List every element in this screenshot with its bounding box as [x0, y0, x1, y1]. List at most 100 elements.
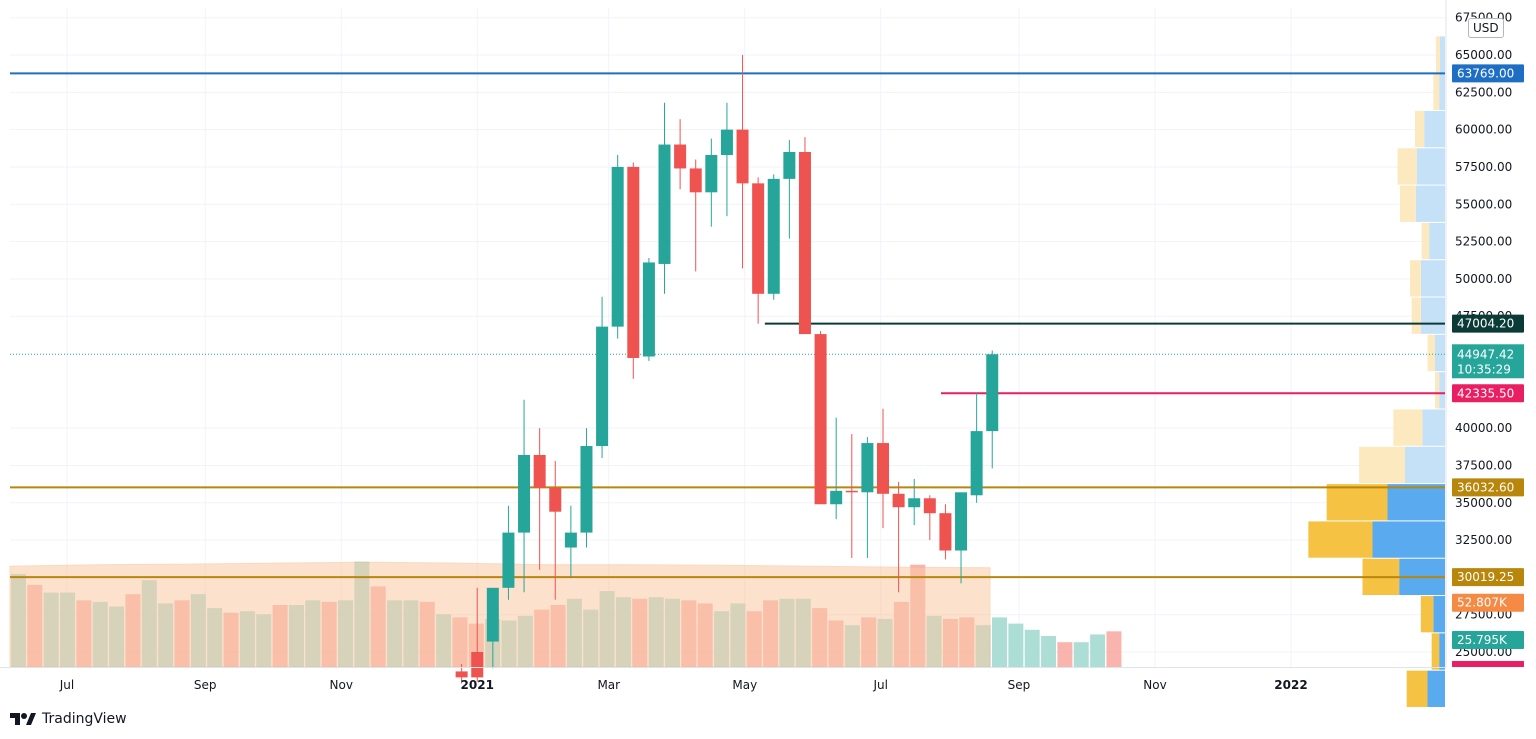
candle: [518, 399, 531, 593]
volume-tag-text: 52.807K: [1457, 596, 1508, 610]
candle: [736, 55, 749, 269]
level-tag-text: 30019.25: [1457, 570, 1514, 584]
level-tag: 47004.20: [1452, 314, 1524, 333]
candle-body: [611, 166, 624, 327]
candle-body: [549, 487, 562, 512]
candle: [752, 177, 765, 324]
volume-tag: 52.807K: [1452, 593, 1524, 612]
profile-bar-up: [1421, 222, 1430, 260]
profile-bar-up: [1433, 73, 1440, 110]
last-price-countdown: 10:35:29: [1457, 362, 1511, 376]
candle-body: [720, 129, 733, 155]
profile-bar-up: [1435, 36, 1440, 73]
profile-bar-down: [1387, 484, 1445, 521]
level-tag-text: 47004.20: [1457, 317, 1514, 331]
y-tick-label: 50000.00: [1455, 272, 1512, 286]
volume-bar: [1024, 629, 1040, 667]
candle-body: [627, 166, 640, 358]
profile-bar-down: [1433, 596, 1445, 633]
profile-bar-down: [1440, 36, 1445, 73]
candle-body: [955, 492, 968, 551]
y-tick-label: 60000.00: [1455, 123, 1512, 137]
volume-tag-bg: [1452, 631, 1524, 650]
profile-bar-up: [1326, 484, 1388, 521]
candle-body: [596, 326, 609, 447]
y-tick-labels: 67500.0065000.0062500.0060000.0057500.00…: [1455, 11, 1512, 659]
currency-label[interactable]: USD: [1468, 18, 1504, 38]
candle-body: [908, 498, 921, 508]
candle: [830, 417, 843, 520]
candle: [611, 154, 624, 339]
candle: [564, 505, 577, 578]
candle: [908, 478, 921, 526]
level-tag-text: 36032.60: [1457, 480, 1514, 494]
tradingview-brand[interactable]: TradingView: [10, 709, 127, 729]
volume-bar: [1057, 642, 1073, 667]
candle-body: [892, 493, 905, 508]
x-tick-label: Jul: [873, 678, 888, 692]
level-tag: 63769.00: [1452, 64, 1524, 83]
candles: [455, 55, 999, 684]
candle-body: [845, 490, 858, 493]
x-tick-label: Sep: [194, 678, 217, 692]
candle: [814, 331, 827, 505]
candle: [627, 162, 640, 379]
candle: [674, 119, 687, 190]
candle-body: [798, 152, 811, 335]
level-tag-bg: [1452, 64, 1524, 83]
candle-body: [518, 454, 531, 533]
profile-bar-down: [1424, 110, 1445, 148]
profile-bar-up: [1359, 446, 1405, 484]
candle-body: [689, 168, 702, 193]
brand-name: TradingView: [42, 711, 127, 727]
level-tag: 36032.60: [1452, 478, 1524, 497]
profile-bar-down: [1415, 185, 1445, 222]
profile-bar-down: [1429, 222, 1445, 260]
candle: [471, 587, 484, 682]
level-tag-bg: [1452, 384, 1524, 403]
candle-body: [705, 154, 718, 193]
candle-body: [736, 129, 749, 184]
last-price-value: 44947.42: [1457, 347, 1514, 361]
y-tick-label: 62500.00: [1455, 85, 1512, 99]
volume-bar: [1041, 636, 1057, 667]
profile-bar-up: [1415, 110, 1425, 148]
candle: [861, 437, 874, 558]
profile-bar-down: [1427, 670, 1445, 707]
y-tick-label: 57500.00: [1455, 160, 1512, 174]
y-tick-label: 40000.00: [1455, 421, 1512, 435]
candle-body: [876, 443, 889, 494]
level-tag-bg: [1452, 314, 1524, 333]
profile-bar-up: [1435, 372, 1440, 409]
profile-bar-down: [1420, 297, 1445, 334]
candle: [955, 492, 968, 584]
profile-bar-up: [1410, 260, 1421, 297]
x-tick-label: Mar: [597, 678, 620, 692]
clipped-tag: [1452, 661, 1524, 667]
tradingview-logo-icon: [10, 713, 36, 725]
last-price-bg: [1452, 344, 1524, 379]
profile-bar-up: [1397, 148, 1417, 185]
candle: [845, 434, 858, 558]
volume-bar: [992, 617, 1007, 667]
profile-bar-down: [1372, 521, 1445, 558]
profile-bar-down: [1405, 446, 1445, 484]
candle-body: [674, 144, 687, 169]
candle-body: [642, 262, 655, 357]
level-tag-text: 42335.50: [1457, 386, 1514, 400]
candle: [783, 140, 796, 239]
profile-bar-up: [1431, 633, 1440, 670]
candle: [533, 428, 546, 570]
profile-bar-down: [1439, 633, 1445, 670]
candle-body: [564, 532, 577, 548]
candle: [705, 138, 718, 227]
candle: [720, 102, 733, 217]
profile-bar-down: [1422, 409, 1445, 446]
volume-bar: [1090, 634, 1106, 667]
profile-bar-down: [1420, 260, 1445, 297]
profile-bar-up: [1393, 409, 1423, 446]
candle: [798, 137, 811, 335]
candle: [486, 587, 499, 669]
